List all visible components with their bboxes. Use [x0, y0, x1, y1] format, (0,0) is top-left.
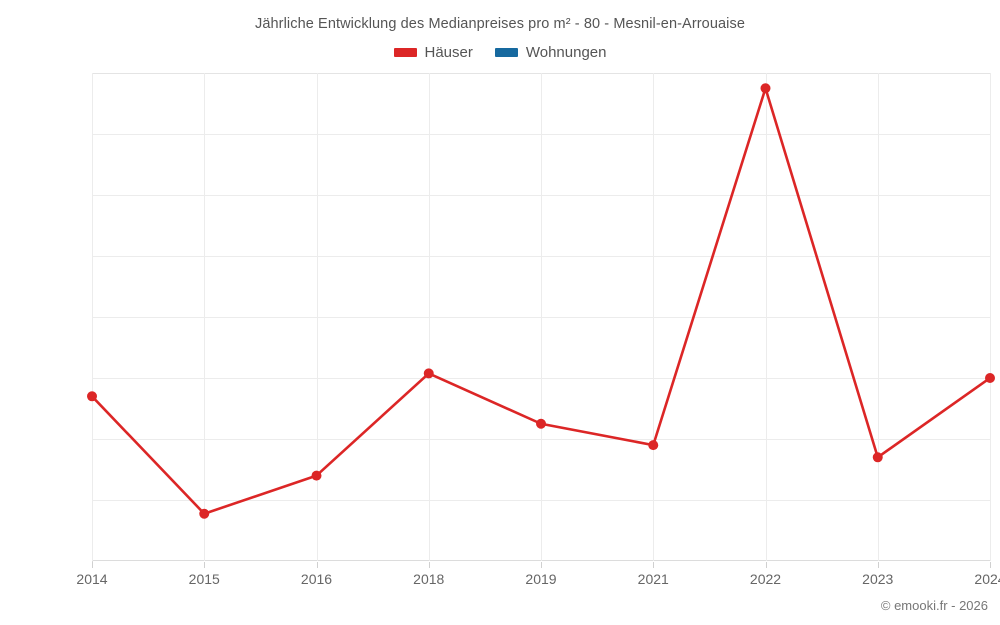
x-axis-tick-label: 2023 — [862, 571, 894, 587]
legend-label-hauser: Häuser — [424, 44, 473, 61]
data-point[interactable] — [311, 470, 322, 481]
x-axis-tick-label: 2022 — [749, 571, 782, 587]
x-axis-tick-label: 2021 — [637, 571, 669, 587]
x-axis-tick-mark — [204, 562, 206, 568]
gridline-vertical — [92, 73, 93, 561]
x-axis-tick-mark — [765, 562, 767, 568]
chart-title: Jährliche Entwicklung des Medianpreises … — [254, 16, 746, 32]
x-axis-tick-label: 2016 — [300, 571, 333, 587]
gridline-vertical — [428, 73, 430, 561]
data-point[interactable] — [760, 83, 771, 94]
x-axis-tick-mark — [541, 562, 542, 568]
gridline-vertical — [990, 73, 991, 561]
legend-item-wohnungen[interactable]: Wohnungen — [494, 44, 607, 61]
data-point[interactable] — [648, 440, 659, 451]
gridline-vertical — [541, 73, 542, 561]
series-plot — [87, 83, 995, 519]
gridline-vertical — [765, 73, 767, 561]
x-axis-tick-label: 2015 — [188, 571, 220, 587]
legend-label-wohnungen: Wohnungen — [525, 44, 607, 61]
data-point[interactable] — [985, 373, 995, 383]
data-point[interactable] — [423, 368, 434, 379]
x-axis-tick-mark — [428, 562, 430, 568]
gridline-vertical — [877, 73, 879, 561]
x-axis-tick-label: 2024 — [974, 571, 1000, 587]
x-axis-tick-mark — [653, 562, 655, 568]
gridline-vertical — [204, 73, 206, 561]
x-axis-tick-mark — [316, 562, 318, 568]
x-axis-tick-mark — [92, 562, 93, 568]
data-point[interactable] — [199, 508, 210, 519]
legend-item-hauser[interactable]: Häuser — [393, 44, 473, 61]
gridline-vertical — [316, 73, 318, 561]
data-point[interactable] — [872, 452, 883, 463]
plot-area: 200 €400 €600 €800 €1 000 €1 200 €1 400 … — [76, 73, 1000, 587]
footer-credit: © emooki.fr - 2026 — [880, 598, 988, 613]
series-line — [90, 86, 992, 516]
x-axis-tick-mark — [990, 562, 991, 568]
x-axis-tick-label: 2018 — [413, 571, 445, 587]
chart-legend: Häuser Wohnungen — [0, 44, 1000, 61]
data-point[interactable] — [87, 391, 97, 402]
x-axis-tick-mark — [877, 562, 879, 568]
x-axis-tick-label: 2019 — [525, 571, 557, 587]
data-point[interactable] — [536, 418, 546, 429]
gridline-vertical — [653, 73, 655, 561]
x-axis-tick-label: 2014 — [76, 571, 108, 587]
legend-swatch-wohnungen — [494, 48, 518, 57]
legend-swatch-hauser — [393, 48, 417, 57]
